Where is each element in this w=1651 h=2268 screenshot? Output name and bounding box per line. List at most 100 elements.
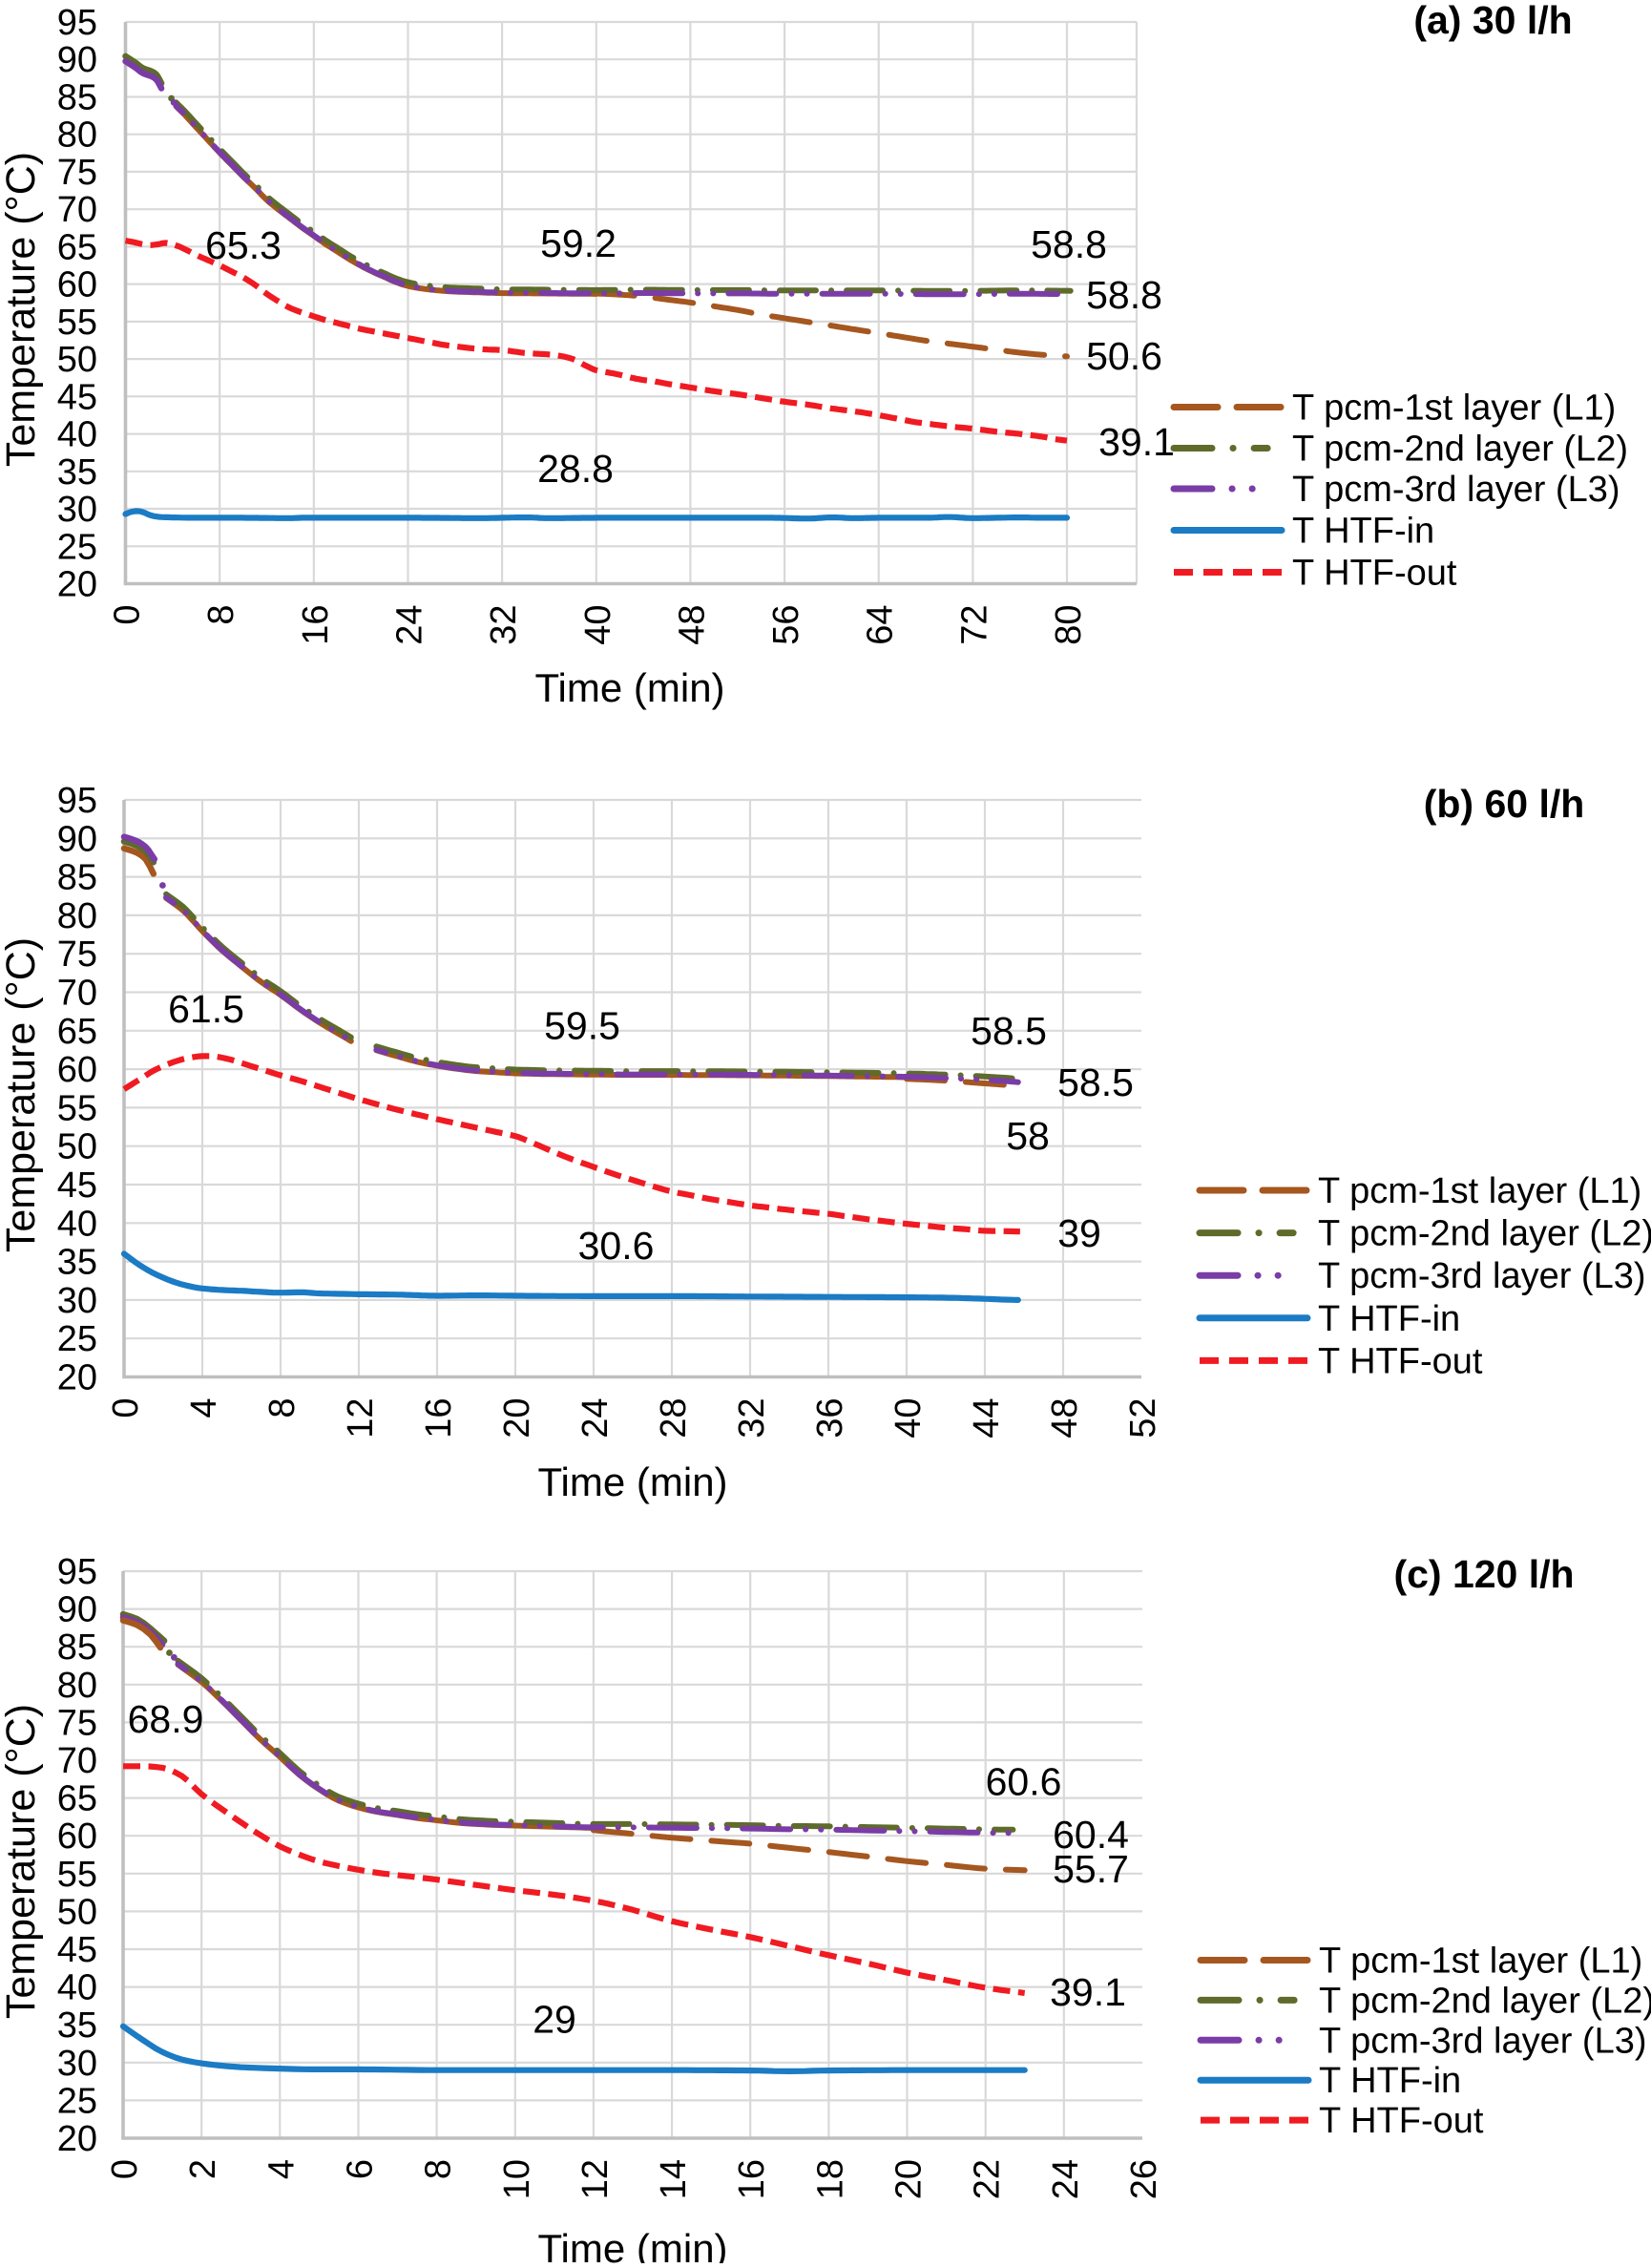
svg-text:50: 50 [57, 340, 97, 380]
svg-text:65: 65 [57, 227, 97, 267]
svg-text:55: 55 [57, 303, 97, 343]
svg-text:56: 56 [766, 605, 806, 645]
svg-text:90: 90 [57, 1590, 97, 1630]
svg-text:75: 75 [57, 1703, 97, 1743]
svg-text:50.6: 50.6 [1086, 334, 1162, 378]
svg-text:85: 85 [57, 858, 97, 898]
svg-text:40: 40 [57, 1968, 97, 2008]
svg-text:45: 45 [57, 1166, 97, 1206]
svg-text:25: 25 [57, 527, 97, 567]
svg-text:65: 65 [57, 1779, 97, 1819]
svg-text:70: 70 [57, 1741, 97, 1781]
svg-text:T pcm-1st layer (L1): T pcm-1st layer (L1) [1318, 1171, 1641, 1211]
svg-text:95: 95 [57, 3, 97, 43]
svg-text:24: 24 [1046, 2159, 1086, 2199]
svg-text:16: 16 [296, 605, 336, 645]
svg-text:T pcm-2nd layer (L2): T pcm-2nd layer (L2) [1319, 1981, 1651, 2021]
svg-text:10: 10 [497, 2159, 537, 2199]
svg-text:55: 55 [57, 1088, 97, 1128]
svg-text:85: 85 [57, 78, 97, 118]
svg-text:50: 50 [57, 1127, 97, 1167]
svg-text:80: 80 [57, 116, 97, 156]
svg-text:25: 25 [57, 1319, 97, 1359]
svg-text:65: 65 [57, 1012, 97, 1052]
svg-text:30: 30 [57, 2044, 97, 2084]
svg-text:80: 80 [1049, 605, 1089, 645]
svg-text:12: 12 [341, 1398, 381, 1438]
svg-text:60: 60 [57, 1050, 97, 1090]
svg-text:58.5: 58.5 [1057, 1060, 1134, 1104]
svg-text:12: 12 [575, 2159, 616, 2199]
svg-text:85: 85 [57, 1628, 97, 1668]
svg-text:39.1: 39.1 [1098, 420, 1175, 464]
svg-text:25: 25 [57, 2081, 97, 2121]
svg-text:95: 95 [57, 781, 97, 821]
svg-text:44: 44 [967, 1398, 1007, 1438]
svg-text:20: 20 [57, 565, 97, 605]
svg-text:20: 20 [57, 1358, 97, 1398]
svg-text:90: 90 [57, 819, 97, 859]
svg-text:T HTF-out: T HTF-out [1292, 554, 1457, 594]
svg-text:58.5: 58.5 [971, 1009, 1047, 1053]
svg-text:55: 55 [57, 1855, 97, 1895]
svg-text:8: 8 [201, 605, 241, 625]
svg-text:36: 36 [810, 1398, 850, 1438]
svg-text:58: 58 [1006, 1114, 1050, 1158]
svg-text:16: 16 [419, 1398, 459, 1438]
svg-text:80: 80 [57, 896, 97, 936]
svg-text:T pcm-1st layer (L1): T pcm-1st layer (L1) [1292, 388, 1616, 429]
svg-text:30: 30 [57, 1281, 97, 1321]
svg-text:95: 95 [57, 1552, 97, 1592]
svg-text:40: 40 [57, 415, 97, 455]
svg-text:30: 30 [57, 490, 97, 530]
svg-text:28: 28 [654, 1398, 694, 1438]
svg-text:Time (min): Time (min) [537, 1460, 727, 1504]
svg-text:55.7: 55.7 [1053, 1847, 1129, 1891]
svg-text:T HTF-out: T HTF-out [1318, 1341, 1483, 1381]
svg-text:61.5: 61.5 [168, 987, 244, 1031]
svg-text:45: 45 [57, 1930, 97, 1970]
svg-text:(c) 120 l/h: (c) 120 l/h [1393, 1552, 1574, 1596]
svg-text:60.4: 60.4 [1053, 1813, 1129, 1857]
svg-text:22: 22 [968, 2159, 1008, 2199]
svg-text:8: 8 [262, 1398, 303, 1418]
svg-text:T pcm-3rd layer (L3): T pcm-3rd layer (L3) [1318, 1256, 1646, 1296]
svg-text:35: 35 [57, 452, 97, 493]
svg-text:26: 26 [1124, 2159, 1164, 2199]
svg-text:T HTF-out: T HTF-out [1319, 2101, 1484, 2141]
svg-text:20: 20 [57, 2119, 97, 2159]
svg-text:T HTF-in: T HTF-in [1292, 512, 1434, 552]
svg-text:T pcm-3rd layer (L3): T pcm-3rd layer (L3) [1319, 2021, 1647, 2061]
svg-text:(b) 60 l/h: (b) 60 l/h [1424, 782, 1585, 826]
svg-text:0: 0 [106, 1398, 146, 1418]
svg-text:59.5: 59.5 [544, 1004, 620, 1048]
svg-text:8: 8 [419, 2159, 459, 2179]
svg-text:58.8: 58.8 [1086, 273, 1162, 317]
svg-text:18: 18 [810, 2159, 850, 2199]
svg-text:70: 70 [57, 974, 97, 1014]
svg-text:14: 14 [654, 2159, 694, 2199]
svg-text:70: 70 [57, 190, 97, 230]
svg-text:75: 75 [57, 934, 97, 975]
svg-text:T pcm-2nd layer (L2): T pcm-2nd layer (L2) [1318, 1214, 1651, 1254]
svg-text:28.8: 28.8 [537, 447, 614, 491]
svg-text:T pcm-2nd layer (L2): T pcm-2nd layer (L2) [1292, 430, 1628, 470]
svg-text:35: 35 [57, 2006, 97, 2046]
svg-text:48: 48 [1045, 1398, 1085, 1438]
svg-text:52: 52 [1123, 1398, 1163, 1438]
svg-text:48: 48 [672, 605, 712, 645]
svg-text:59.2: 59.2 [540, 221, 617, 265]
svg-text:6: 6 [341, 2159, 381, 2179]
svg-text:24: 24 [390, 605, 430, 645]
svg-text:20: 20 [889, 2159, 930, 2199]
svg-text:50: 50 [57, 1892, 97, 1932]
svg-text:90: 90 [57, 40, 97, 80]
svg-text:32: 32 [484, 605, 524, 645]
svg-text:40: 40 [57, 1204, 97, 1244]
svg-text:75: 75 [57, 153, 97, 193]
svg-text:T HTF-in: T HTF-in [1318, 1299, 1460, 1339]
svg-text:T HTF-in: T HTF-in [1319, 2061, 1461, 2101]
svg-text:45: 45 [57, 377, 97, 417]
svg-text:72: 72 [954, 605, 994, 645]
svg-text:T pcm-1st layer (L1): T pcm-1st layer (L1) [1319, 1942, 1642, 1982]
